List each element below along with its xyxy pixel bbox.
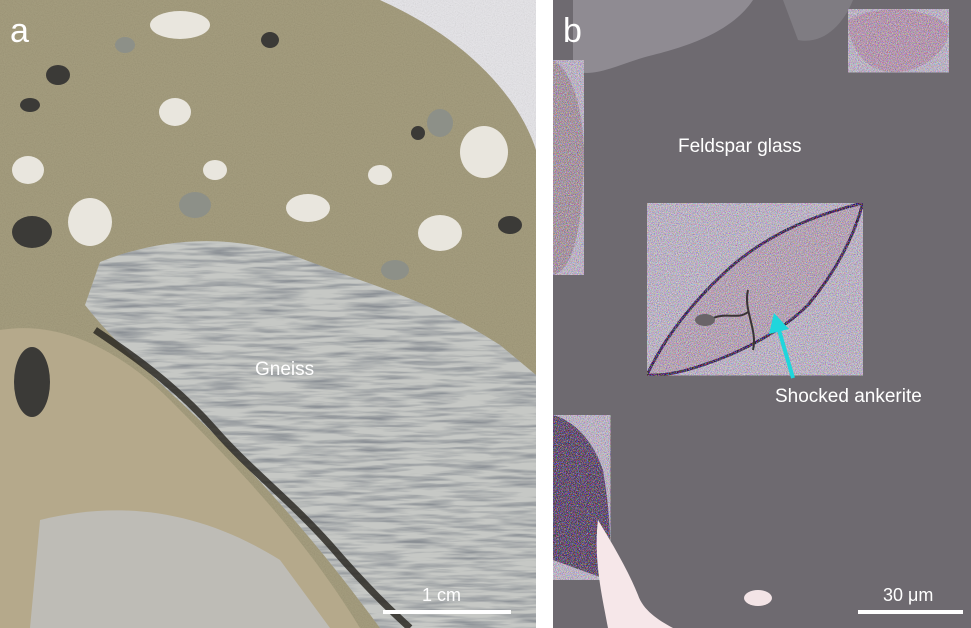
scale-bar-a bbox=[383, 610, 511, 614]
panel-b: b Feldspar glass Shocked ankerite 30 μm bbox=[553, 0, 971, 628]
scale-bar-b bbox=[858, 610, 963, 614]
gneiss-label: Gneiss bbox=[255, 359, 315, 380]
micrograph bbox=[553, 0, 971, 628]
panel-a: a Gneiss 1 cm bbox=[0, 0, 536, 628]
panel-letter-a: a bbox=[10, 12, 29, 50]
scale-bar-label-a: 1 cm bbox=[422, 585, 462, 605]
breccia-sample-photo bbox=[0, 0, 536, 628]
feldspar-glass-label: Feldspar glass bbox=[678, 136, 802, 157]
scale-bar-label-b: 30 μm bbox=[883, 585, 934, 605]
panel-letter-b: b bbox=[563, 12, 582, 50]
shocked-ankerite-label: Shocked ankerite bbox=[775, 386, 922, 407]
